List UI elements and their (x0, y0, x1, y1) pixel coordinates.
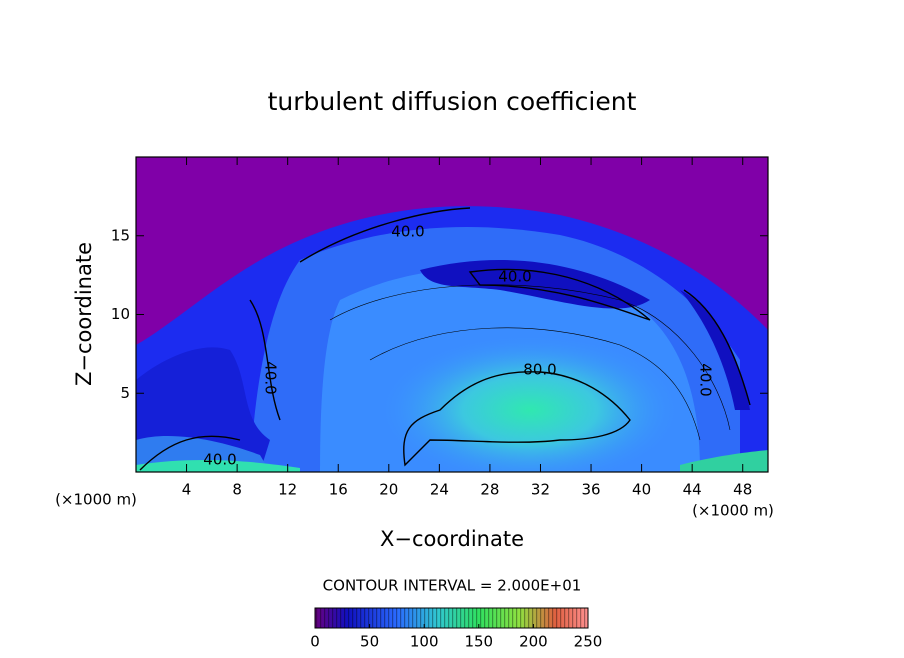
x-tick-label: 28 (480, 481, 499, 499)
colorbar-tick-label: 150 (464, 633, 493, 651)
contour-field (136, 157, 768, 472)
x-tick-label: 24 (430, 481, 449, 499)
x-tick-label: 16 (329, 481, 348, 499)
y-axis-label: Z−coordinate (72, 242, 96, 386)
x-tick-label: 44 (683, 481, 702, 499)
contour-label: 40.0 (498, 268, 531, 286)
colorbar-tick-label: 250 (574, 633, 603, 651)
y-unit-label: (×1000 m) (55, 491, 137, 509)
x-unit-label: (×1000 m) (692, 502, 774, 520)
colorbar-tick-label: 100 (410, 633, 439, 651)
contour-interval: CONTOUR INTERVAL = 2.000E+01 (323, 577, 582, 595)
contour-lines-thin (329, 284, 731, 441)
x-tick-label: 40 (632, 481, 651, 499)
colorbar-stripes (315, 608, 588, 628)
y-tick-label: 5 (120, 384, 130, 402)
x-tick-label: 20 (379, 481, 398, 499)
x-axis-label: X−coordinate (380, 527, 524, 551)
x-tick-label: 32 (531, 481, 550, 499)
contour-label: 40.0 (697, 363, 715, 396)
contour-lines (139, 207, 751, 471)
x-tick-label: 4 (182, 481, 192, 499)
colorbar-tick-label: 50 (360, 633, 379, 651)
colorbar-tick-label: 0 (310, 633, 320, 651)
x-tick-label: 8 (232, 481, 242, 499)
chart-title: turbulent diffusion coefficient (268, 87, 637, 116)
contour-label: 40.0 (391, 223, 424, 241)
x-tick-label: 36 (581, 481, 600, 499)
colorbar-frame (314, 607, 589, 629)
colorbar-tick-label: 200 (519, 633, 548, 651)
x-tick-label: 48 (733, 481, 752, 499)
contour-label: 80.0 (523, 361, 556, 379)
y-tick-label: 10 (111, 305, 130, 323)
y-tick-label: 15 (111, 226, 130, 244)
contour-label: 40.0 (262, 361, 280, 394)
contour-label: 40.0 (203, 451, 236, 469)
x-tick-label: 12 (278, 481, 297, 499)
